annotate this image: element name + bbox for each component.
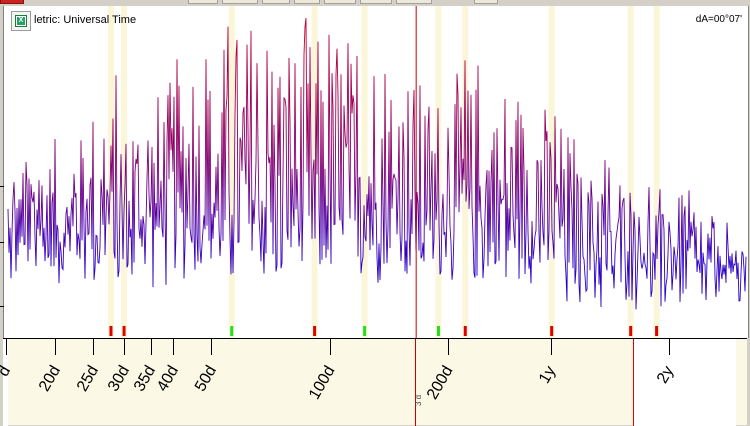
highlight-band — [361, 6, 368, 338]
plot-title: letric: Universal Time — [34, 14, 137, 26]
axis-tick — [550, 339, 552, 355]
toolbar-button[interactable] — [396, 0, 432, 4]
spectrum-canvas — [7, 6, 747, 338]
toolbar-button[interactable] — [474, 0, 498, 4]
spectrum-plot[interactable]: X letric: Universal Time dA=00°07' — [3, 6, 749, 338]
resolution-readout: dA=00°07' — [695, 14, 742, 25]
highlight-band — [228, 6, 235, 338]
highlight-band — [121, 6, 128, 338]
axis-tick — [55, 339, 56, 355]
cursor-label: 3 d — [414, 394, 423, 406]
red-marker — [655, 326, 659, 336]
axis-tick — [93, 339, 95, 355]
axis-tick — [668, 339, 670, 355]
red-marker — [463, 326, 467, 336]
axis-tick — [448, 339, 449, 355]
axis-tick — [150, 339, 152, 355]
y-tick — [0, 186, 4, 187]
red-marker — [629, 326, 633, 336]
close-tab[interactable] — [0, 0, 24, 4]
toolbar-button[interactable] — [324, 0, 356, 4]
range-end-line — [632, 339, 634, 426]
y-tick — [0, 306, 4, 307]
axis-tick-label: 20d — [35, 363, 64, 395]
y-tick — [0, 242, 4, 243]
excel-export-icon: X — [15, 15, 27, 27]
axis-tick-label: 1y — [536, 363, 560, 387]
toolbar-button[interactable] — [294, 0, 320, 4]
periodogram-line — [7, 18, 747, 310]
axis-tick — [124, 339, 126, 355]
highlight-band — [653, 6, 660, 338]
green-marker — [363, 326, 367, 336]
toolbar-button[interactable] — [222, 0, 258, 4]
green-marker — [436, 326, 440, 336]
axis-tick — [5, 339, 7, 355]
highlight-band — [548, 6, 555, 338]
toolbar-button[interactable] — [360, 0, 392, 4]
axis-tick-label: 25d — [73, 363, 102, 395]
axis-tick — [173, 339, 175, 355]
red-marker — [109, 326, 113, 336]
toolbar-button[interactable] — [188, 0, 218, 4]
axis-tick-label: 30d — [104, 363, 133, 395]
axis-tick-label: 200d — [424, 363, 457, 403]
axis-tick-label: 100d — [305, 363, 339, 403]
red-marker — [550, 326, 554, 336]
toolbar-button[interactable] — [262, 0, 290, 4]
period-axis[interactable]: d 20d 25d 30d 35d 40d 50d 100d 200d 1y 2y — [0, 338, 747, 426]
green-marker — [230, 326, 234, 336]
axis-tick — [329, 339, 331, 355]
highlight-band — [627, 6, 634, 338]
axis-tick-label: 50d — [191, 363, 220, 395]
highlight-band — [462, 6, 469, 338]
axis-end-region — [632, 339, 736, 426]
highlight-band — [107, 6, 114, 338]
export-button[interactable]: X — [11, 11, 31, 31]
toolbar-strip — [0, 0, 750, 6]
axis-tick — [211, 339, 213, 355]
axis-tick-label: 40d — [153, 363, 182, 395]
cursor-line-axis — [415, 339, 417, 426]
red-marker — [313, 326, 317, 336]
red-marker — [122, 326, 126, 336]
axis-tick-label: 35d — [131, 363, 160, 395]
